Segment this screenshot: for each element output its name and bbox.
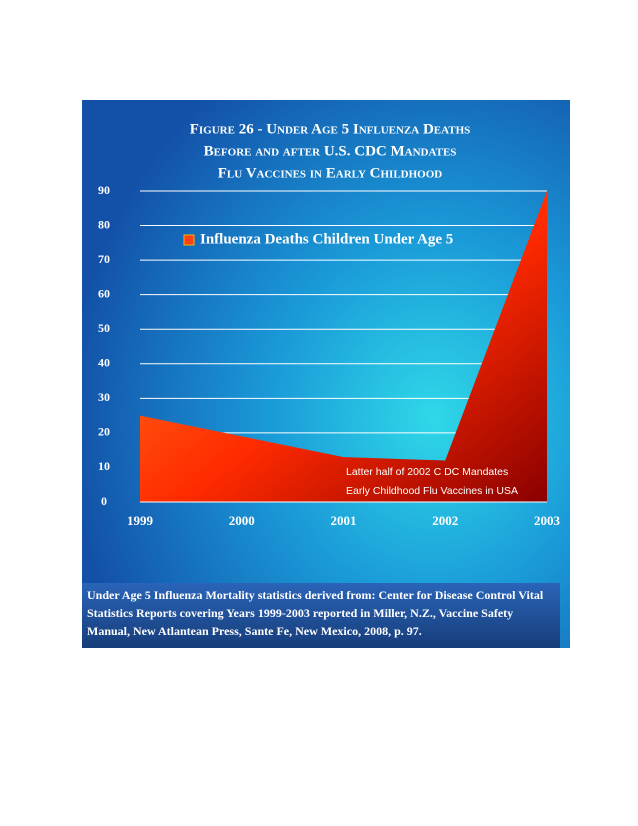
y-tick-label: 80 [98,217,110,231]
chart-title: Figure 26 - Under Age 5 Influenza Deaths [190,121,471,137]
y-tick-label: 10 [98,459,110,473]
x-tick-label: 2000 [229,513,255,528]
annotation: Latter half of 2002 C DC Mandates [346,466,508,478]
legend-swatch [183,234,195,246]
chart-title: Flu Vaccines in Early Childhood [218,165,443,181]
y-tick-label: 40 [98,356,110,370]
y-tick-label: 70 [98,252,110,266]
y-tick-label: 90 [98,183,110,197]
legend-label: Influenza Deaths Children Under Age 5 [200,231,453,247]
source-note: Under Age 5 Influenza Mortality statisti… [82,583,560,648]
y-tick-label: 50 [98,321,110,335]
annotation: Early Childhood Flu Vaccines in USA [346,485,518,497]
y-tick-label: 20 [98,425,110,439]
y-tick-label: 60 [98,286,110,300]
area [140,191,547,502]
y-tick-label: 30 [98,390,110,404]
x-tick-label: 2002 [432,513,458,528]
x-tick-label: 2003 [534,513,561,528]
chart-title: Before and after U.S. CDC Mandates [204,143,457,159]
y-tick-label: 0 [101,494,107,508]
x-tick-label: 2001 [331,513,357,528]
x-tick-label: 1999 [127,513,154,528]
